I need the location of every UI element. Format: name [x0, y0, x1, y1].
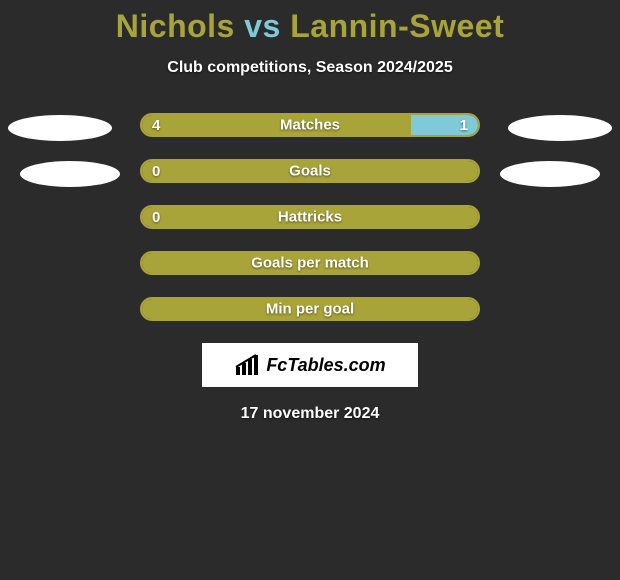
right-ellipse-icon — [508, 115, 612, 141]
logo-text: FcTables.com — [266, 355, 385, 376]
bar-track: Goals per match — [140, 251, 480, 275]
bar-track: 0 Hattricks — [140, 205, 480, 229]
right-ellipse-icon — [500, 161, 600, 187]
stat-row: Goals per match — [0, 251, 620, 275]
logo-bars-icon — [234, 353, 262, 377]
stat-rows-container: 4 1 Matches 0 Goals 0 Hattricks Goals per match… — [0, 113, 620, 321]
bar-label: Goals — [289, 163, 331, 180]
bar-left-segment: 4 — [142, 115, 411, 135]
logo-box: FcTables.com — [202, 343, 418, 387]
player-right-name: Lannin-Sweet — [290, 8, 504, 44]
stat-row: 0 Goals — [0, 159, 620, 183]
left-value: 0 — [142, 163, 170, 180]
bar-label: Hattricks — [278, 209, 342, 226]
date-text: 17 november 2024 — [0, 405, 620, 423]
bar-label: Goals per match — [251, 255, 369, 272]
page-title: Nichols vs Lannin-Sweet — [0, 0, 620, 45]
bar-track: Min per goal — [140, 297, 480, 321]
left-value: 0 — [142, 209, 170, 226]
bar-track: 4 1 Matches — [140, 113, 480, 137]
subtitle: Club competitions, Season 2024/2025 — [0, 59, 620, 77]
right-value: 1 — [450, 117, 478, 134]
left-ellipse-icon — [20, 161, 120, 187]
left-value: 4 — [142, 117, 170, 134]
player-left-name: Nichols — [116, 8, 235, 44]
stat-row: 4 1 Matches — [0, 113, 620, 137]
bar-right-segment: 1 — [411, 115, 478, 135]
vs-text: vs — [244, 8, 281, 44]
left-ellipse-icon — [8, 115, 112, 141]
stat-row: Min per goal — [0, 297, 620, 321]
bar-label: Min per goal — [266, 301, 354, 318]
bar-track: 0 Goals — [140, 159, 480, 183]
stat-row: 0 Hattricks — [0, 205, 620, 229]
bar-label: Matches — [280, 117, 340, 134]
